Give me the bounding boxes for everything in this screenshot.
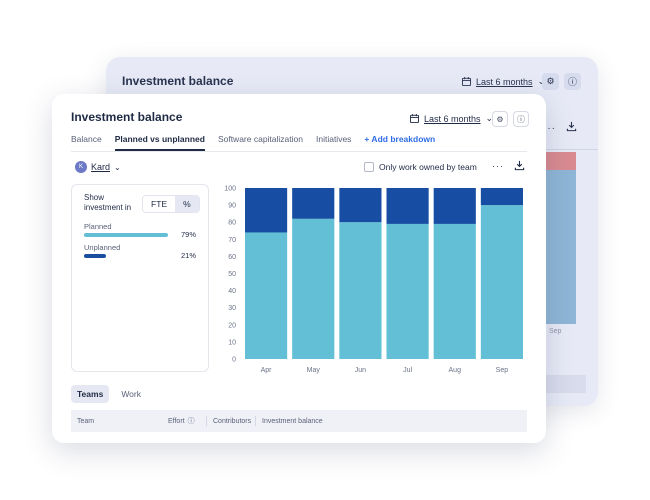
y-tick-label: 0 [232, 357, 236, 364]
bar-planned-aug[interactable] [433, 223, 476, 359]
bar-unplanned-jul[interactable] [386, 188, 429, 224]
bar-unplanned-sep[interactable] [480, 188, 523, 206]
investment-balance-card: Investment balance Last 6 months ⌄ ⚙ ⓘ B… [52, 94, 546, 443]
info-button[interactable]: ⓘ [513, 111, 529, 127]
back-tick-label: Sep [549, 328, 562, 335]
tab-planned-vs-unplanned[interactable]: Planned vs unplanned [114, 134, 205, 151]
legend-value-planned: 79% [180, 230, 196, 239]
team-selector[interactable]: K Kard ⌄ [75, 161, 121, 173]
back-bar-planned [546, 170, 576, 324]
back-info-icon[interactable]: ⓘ [564, 73, 581, 90]
bar-planned-jul[interactable] [386, 223, 429, 359]
y-tick-label: 60 [228, 254, 236, 261]
back-divider [506, 149, 598, 150]
toggle-fte[interactable]: FTE [143, 196, 176, 212]
detail-tabs: Teams Work [71, 385, 147, 403]
column-header-effort: Effort [168, 417, 185, 425]
bar-planned-may[interactable] [292, 218, 335, 359]
y-tick-label: 80 [228, 220, 236, 227]
avatar: K [75, 161, 87, 173]
x-tick-label: Apr [261, 367, 273, 374]
column-header-investment-balance[interactable]: Investment balance [262, 417, 323, 425]
chevron-down-icon: ⌄ [538, 76, 546, 87]
column-header-contributors[interactable]: Contributors [213, 417, 252, 425]
x-tick-label: Aug [449, 367, 462, 374]
bar-planned-sep[interactable] [480, 205, 523, 359]
tabs-divider [71, 151, 527, 152]
period-selector[interactable]: Last 6 months ⌄ [410, 113, 493, 124]
table-header: Team Effort ⓘ Contributors Investment ba… [71, 410, 527, 432]
x-tick-label: May [307, 367, 321, 374]
y-tick-label: 20 [228, 322, 236, 329]
tab-balance[interactable]: Balance [71, 134, 102, 144]
settings-button[interactable]: ⚙ [492, 111, 508, 127]
tab-teams[interactable]: Teams [71, 385, 110, 403]
info-icon: ⓘ [187, 418, 195, 425]
y-tick-label: 10 [228, 339, 236, 346]
legend-bar-unplanned [84, 254, 106, 258]
legend-value-unplanned: 21% [180, 251, 196, 260]
bar-planned-apr[interactable] [245, 232, 288, 359]
planned-vs-unplanned-chart: 0 10 20 30 40 50 60 70 80 90 100 Apr May Jun Jul Aug Sep [222, 182, 532, 377]
add-breakdown-button[interactable]: + Add breakdown [364, 134, 436, 144]
legend-label-planned: Planned [84, 222, 112, 231]
y-tick-label: 50 [228, 271, 236, 278]
legend-bar-planned [84, 233, 168, 237]
y-tick-label: 40 [228, 288, 236, 295]
column-header-team[interactable]: Team [77, 417, 95, 425]
back-more-icon[interactable]: ··· [543, 123, 556, 134]
column-divider [255, 416, 256, 426]
x-tick-label: Jul [403, 367, 412, 374]
back-bar-unplanned [546, 152, 576, 170]
toggle-percent[interactable]: % [175, 196, 199, 212]
legend-label-unplanned: Unplanned [84, 243, 121, 252]
only-work-label: Only work owned by team [379, 162, 477, 172]
breakdown-tabs: Balance Planned vs unplanned Software ca… [71, 134, 435, 151]
back-settings-icon[interactable]: ⚙ [542, 73, 559, 90]
chevron-down-icon: ⌄ [114, 162, 121, 172]
calendar-icon [410, 114, 419, 123]
bar-unplanned-may[interactable] [292, 188, 335, 219]
chevron-down-icon: ⌄ [485, 113, 494, 123]
calendar-icon [462, 77, 471, 86]
tab-work[interactable]: Work [121, 389, 141, 399]
only-work-toggle[interactable]: Only work owned by team [364, 162, 477, 172]
tab-initiatives[interactable]: Initiatives [315, 134, 352, 144]
download-icon[interactable] [514, 160, 525, 171]
y-tick-label: 90 [228, 203, 236, 210]
y-tick-label: 70 [228, 237, 236, 244]
x-tick-label: Sep [496, 367, 509, 374]
bar-unplanned-jun[interactable] [339, 188, 382, 223]
unit-toggle: FTE % [142, 195, 200, 213]
y-tick-label: 100 [224, 186, 236, 193]
only-work-checkbox[interactable] [364, 162, 374, 172]
bar-unplanned-aug[interactable] [433, 188, 476, 224]
team-name: Kard [91, 162, 111, 172]
show-investment-label: Show investment in [84, 193, 132, 212]
more-options-icon[interactable]: ··· [492, 161, 504, 171]
y-tick-label: 30 [228, 305, 236, 312]
card-title: Investment balance [71, 110, 183, 124]
period-label: Last 6 months [424, 113, 481, 124]
column-header-effort-cell[interactable]: Effort ⓘ [162, 416, 206, 426]
chart-svg: 0 10 20 30 40 50 60 70 80 90 100 Apr May Jun Jul Aug Sep [224, 186, 523, 374]
back-card-title: Investment balance [122, 74, 234, 88]
info-icon: ⓘ [517, 114, 525, 124]
bar-planned-jun[interactable] [339, 222, 382, 359]
back-footer-row [546, 375, 586, 393]
back-download-icon[interactable] [566, 121, 577, 132]
bar-unplanned-apr[interactable] [245, 188, 288, 233]
gear-icon: ⚙ [496, 114, 504, 124]
x-tick-label: Jun [355, 367, 366, 374]
back-period-selector[interactable]: Last 6 months ⌄ [462, 76, 545, 87]
column-divider [206, 416, 207, 426]
investment-summary-panel: Show investment in FTE % Planned 79% Unp… [71, 184, 209, 372]
tab-software-capitalization[interactable]: Software capitalization [217, 134, 303, 144]
back-period-label: Last 6 months [476, 76, 533, 87]
